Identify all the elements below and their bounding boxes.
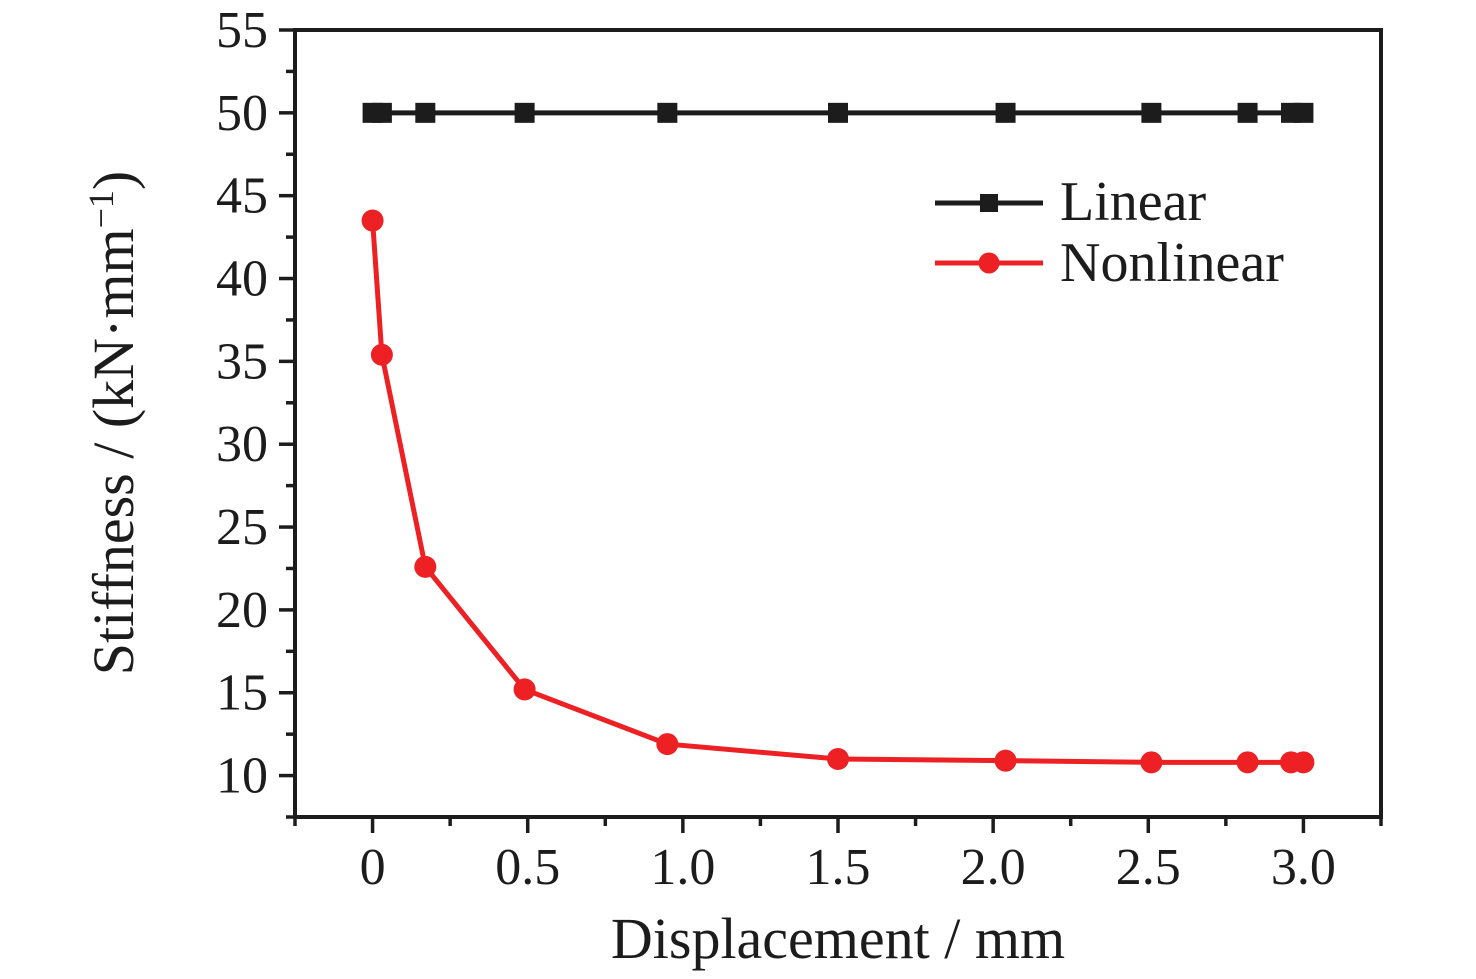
- series-linear-point: [1237, 102, 1258, 123]
- series-linear-point: [371, 102, 392, 123]
- x-tick-label: 0.5: [495, 839, 560, 896]
- y-tick-label: 35: [216, 333, 268, 390]
- series-nonlinear-point: [370, 343, 393, 366]
- series-linear-point: [1141, 102, 1162, 123]
- x-tick-label: 3.0: [1271, 839, 1336, 896]
- series-nonlinear-point: [994, 749, 1017, 772]
- x-tick-label: 2.0: [961, 839, 1026, 896]
- y-tick-label: 30: [216, 416, 268, 473]
- y-tick-label: 20: [216, 582, 268, 639]
- series-nonlinear-point: [513, 678, 536, 701]
- chart-axes-and-series: 0 0.5 1.0 1.5 2.0 2.5 3.0 10 15 20 25 30 35 40 45 50 55: [216, 2, 1383, 896]
- y-axis-title-close: ): [81, 171, 146, 190]
- y-tick-label: 25: [216, 499, 268, 556]
- x-tick-label: 1.0: [650, 839, 715, 896]
- series-nonlinear-point: [1140, 751, 1163, 774]
- series-nonlinear-point: [656, 733, 679, 756]
- series-linear-point: [1293, 102, 1314, 123]
- y-tick-label: 50: [216, 85, 268, 142]
- legend: Linear Nonlinear: [935, 171, 1284, 294]
- y-tick-label: 45: [216, 168, 268, 225]
- series-nonlinear-point: [361, 209, 384, 232]
- y-tick-label: 55: [216, 2, 268, 59]
- y-axis-title-superscript: −1: [81, 190, 121, 228]
- series-linear-point: [415, 102, 436, 123]
- y-axis-title-main: Stiffness / (kN·mm: [81, 228, 146, 675]
- x-tick-label: 2.5: [1116, 839, 1181, 896]
- legend-square-marker-icon: [980, 194, 998, 212]
- legend-label-nonlinear: Nonlinear: [1060, 232, 1284, 294]
- series-nonlinear-point: [1236, 751, 1259, 774]
- plot-frame: [293, 28, 1383, 819]
- y-tick-label: 40: [216, 251, 268, 308]
- x-tick-label: 1.5: [806, 839, 871, 896]
- legend-circle-marker-icon: [978, 252, 1000, 274]
- series-linear-point: [995, 102, 1016, 123]
- series-nonlinear-point: [414, 555, 437, 578]
- legend-label-linear: Linear: [1060, 171, 1206, 233]
- series-nonlinear-line: [370, 220, 1304, 765]
- series-nonlinear-point: [827, 748, 849, 771]
- y-tick-label: 10: [216, 748, 268, 805]
- y-axis-title: Stiffness / (kN·mm−1): [81, 171, 146, 675]
- x-axis-title: Displacement / mm: [611, 906, 1065, 971]
- x-tick-label: 0: [360, 839, 386, 896]
- series-linear-point: [514, 102, 535, 123]
- series-linear-point: [657, 102, 678, 123]
- y-tick-label: 15: [216, 665, 268, 722]
- series-linear-point: [828, 102, 848, 123]
- series-nonlinear-point: [1292, 751, 1315, 774]
